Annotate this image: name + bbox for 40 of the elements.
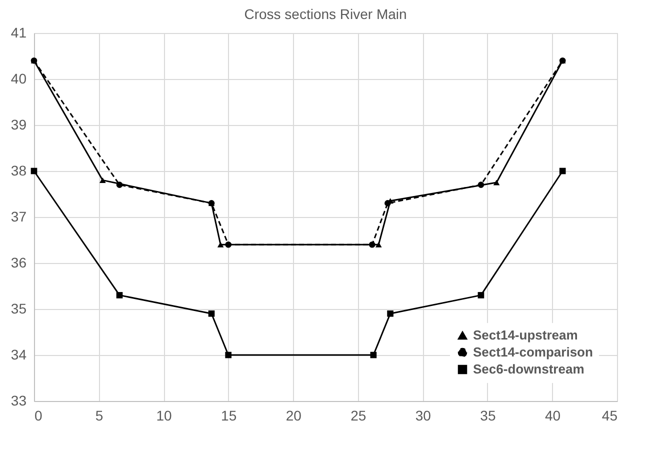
point [225, 241, 232, 248]
point [116, 292, 123, 298]
y-tick-label: 35 [10, 300, 27, 316]
x-tick-label: 5 [95, 408, 104, 424]
point [225, 352, 232, 358]
y-tick-label: 38 [10, 162, 27, 178]
chart-title: Cross sections River Main [244, 6, 407, 22]
legend-label: Sec6-downstream [473, 362, 584, 376]
y-tick-label: 40 [10, 70, 27, 86]
point [208, 310, 215, 317]
point [478, 182, 484, 188]
point [375, 242, 382, 248]
legend-label: Sect14-upstream [473, 328, 578, 342]
legend-label: Sect14-comparison [473, 344, 593, 360]
x-tick-label: 20 [286, 408, 302, 424]
y-tick-label: 33 [10, 392, 27, 408]
y-tick-label: 39 [10, 116, 27, 132]
point [493, 180, 500, 186]
x-tick-label: 35 [480, 408, 496, 424]
x-tick-label: 15 [221, 408, 237, 424]
point [370, 352, 377, 358]
point [100, 177, 106, 183]
y-tick-label: 34 [10, 346, 27, 362]
point [368, 241, 376, 248]
x-tick-label: 30 [415, 408, 432, 424]
point [217, 242, 224, 248]
point [116, 182, 123, 188]
point [30, 168, 38, 174]
x-tick-label: 40 [544, 408, 561, 424]
y-tick-label: 36 [10, 254, 27, 270]
x-tick-label: 25 [350, 408, 366, 424]
x-tick-label: 45 [602, 408, 618, 424]
point [384, 200, 391, 206]
point [478, 292, 484, 298]
y-tick-label: 41 [10, 24, 27, 40]
x-tick-label: 10 [156, 408, 172, 424]
x-tick-label: 0 [34, 408, 42, 424]
point [387, 310, 394, 317]
y-tick-label: 37 [10, 208, 27, 224]
point [559, 168, 566, 174]
